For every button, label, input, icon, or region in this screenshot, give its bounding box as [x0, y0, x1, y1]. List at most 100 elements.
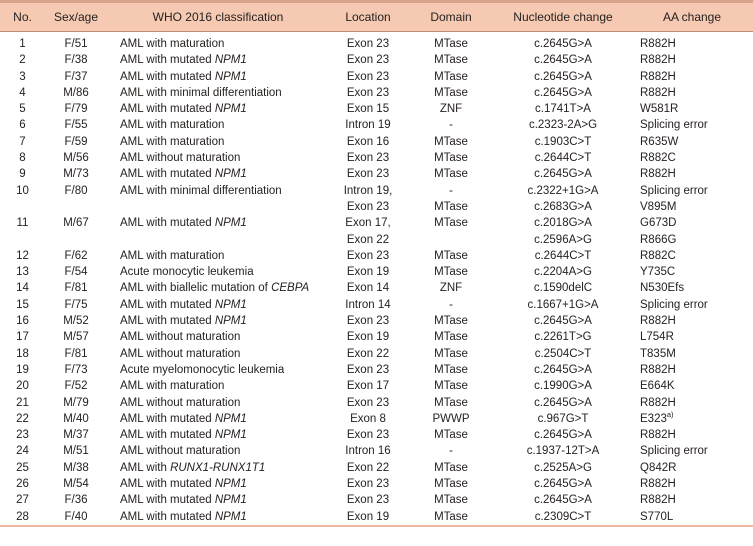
cell-sex-age: F/80	[64, 184, 88, 197]
cell-aa-change: R882H	[640, 315, 676, 328]
cell-sex-age: F/75	[64, 298, 88, 311]
cell-sex-age: F/40	[64, 510, 88, 523]
cell-aa-change: Y735C	[640, 266, 676, 279]
cell-aa-change: R882H	[640, 86, 676, 99]
cell-sex-age: F/62	[64, 249, 88, 262]
cell-who-classification: Acute monocytic leukemia	[120, 266, 254, 279]
cell-location: Exon 23	[346, 429, 390, 442]
cell-sex-age: F/52	[64, 380, 88, 393]
cell-location: Exon 17, Exon 22	[345, 217, 391, 246]
cell-sex-age: M/67	[63, 217, 89, 230]
cell-who-classification: AML with mutated NPM1	[120, 103, 247, 116]
cell-location: Exon 23	[346, 86, 390, 99]
cell-who-classification: AML with RUNX1-RUNX1T1	[120, 461, 266, 474]
cell-no: 12	[16, 249, 29, 262]
table-row: 19 F/73 Acute myelomonocytic leukemia Exon …	[0, 362, 753, 378]
cell-no: 5	[19, 103, 26, 116]
table-row: 12 F/62 AML with maturation Exon 23 MTase c.2…	[0, 248, 753, 264]
cell-aa-change: Q842R	[640, 461, 677, 474]
col-header-nucleotide-change: Nucleotide change	[495, 1, 631, 32]
gene-name: NPM1	[214, 70, 247, 83]
cell-domain: MTase	[434, 331, 468, 344]
table-row: 15 F/75 AML with mutated NPM1 Intron 14 - c.1…	[0, 297, 753, 313]
footnote-marker: a)	[666, 410, 674, 419]
cell-no: 14	[16, 282, 29, 295]
cell-no: 22	[16, 412, 29, 425]
table-row: 4 M/86 AML with minimal differentiation Exo…	[0, 85, 753, 101]
gene-name: NPM1	[214, 54, 247, 67]
cell-domain: ZNF	[439, 282, 463, 295]
cell-who-classification: AML with mutated NPM1	[120, 168, 247, 181]
table-row: 17 M/57 AML without maturation Exon 19 MTase…	[0, 329, 753, 345]
table-row: 18 F/81 AML without maturation Exon 22 MTase…	[0, 346, 753, 362]
table-row: 5 F/79 AML with mutated NPM1 Exon 15 ZNF c.17…	[0, 101, 753, 117]
cell-nucleotide-change: c.1590delC	[533, 282, 593, 295]
cell-no: 19	[16, 363, 29, 376]
cell-who-classification: AML with minimal differentiation	[120, 184, 282, 197]
cell-aa-change: E323a)	[640, 410, 674, 425]
cell-sex-age: F/38	[64, 54, 88, 67]
cell-domain: MTase	[434, 429, 468, 442]
cell-sex-age: M/57	[63, 331, 89, 344]
cell-who-classification: AML with mutated NPM1	[120, 429, 247, 442]
cell-location: Exon 23	[346, 70, 390, 83]
cell-aa-change: R882H	[640, 478, 676, 491]
cell-nucleotide-change: c.2645G>A	[534, 494, 592, 507]
cell-location: Exon 19	[346, 331, 390, 344]
cell-no: 11	[16, 217, 29, 230]
gene-name: NPM1	[214, 168, 247, 181]
cell-domain: MTase	[434, 510, 468, 523]
table-row: 28 F/40 AML with mutated NPM1 Exon 19 MTase c…	[0, 509, 753, 526]
table-row: 25 M/38 AML with RUNX1-RUNX1T1 Exon 22 MTase…	[0, 460, 753, 476]
table-row: 26 M/54 AML with mutated NPM1 Exon 23 MTase c…	[0, 476, 753, 492]
cell-no: 17	[16, 331, 29, 344]
cell-who-classification: Acute myelomonocytic leukemia	[120, 363, 285, 376]
cell-no: 18	[16, 347, 29, 360]
cell-domain: MTase	[434, 494, 468, 507]
cell-domain: MTase	[434, 54, 468, 67]
cell-domain: MTase	[434, 38, 468, 50]
table-row: 13 F/54 Acute monocytic leukemia Exon 19 MTa…	[0, 264, 753, 280]
cell-aa-change: Splicing error V895M	[640, 184, 708, 213]
cell-no: 26	[16, 478, 29, 491]
cell-sex-age: F/81	[64, 347, 88, 360]
cell-domain: MTase	[434, 70, 468, 83]
cell-location: Exon 23	[346, 152, 390, 165]
cell-nucleotide-change: c.967G>T	[537, 412, 589, 425]
cell-domain: MTase	[434, 478, 468, 491]
table-row: 20 F/52 AML with maturation Exon 17 MTase c.1…	[0, 378, 753, 394]
cell-location: Exon 23	[346, 54, 390, 67]
cell-location: Exon 23	[346, 315, 390, 328]
gene-name: NPM1	[214, 217, 247, 230]
col-header-aa-change: AA change	[631, 1, 753, 32]
col-header-location: Location	[329, 1, 407, 32]
table-row: 8 M/56 AML without maturation Exon 23 MTase c…	[0, 150, 753, 166]
cell-domain: -	[449, 119, 453, 132]
cell-nucleotide-change: c.2261T>G	[534, 331, 592, 344]
cell-aa-change: Splicing error	[640, 119, 708, 132]
cell-location: Intron 16	[345, 445, 391, 458]
cell-location: Intron 19, Exon 23	[343, 184, 393, 213]
cell-aa-change: R882H	[640, 396, 676, 409]
table-row: 23 M/37 AML with mutated NPM1 Exon 23 MTase c…	[0, 427, 753, 443]
gene-name: NPM1	[214, 494, 247, 507]
cell-nucleotide-change: c.2645G>A	[534, 396, 592, 409]
cell-nucleotide-change: c.2018G>A c.2596A>G	[534, 217, 592, 246]
cell-no: 2	[19, 54, 26, 67]
table-header: No. Sex/age WHO 2016 classification Loca…	[0, 1, 753, 32]
cell-location: Exon 23	[346, 478, 390, 491]
cell-nucleotide-change: c.1937-12T>A	[526, 445, 600, 458]
cell-nucleotide-change: c.2644C>T	[534, 249, 592, 262]
cell-domain: ZNF	[439, 103, 463, 116]
cell-who-classification: AML with maturation	[120, 249, 225, 262]
cell-who-classification: AML with maturation	[120, 380, 225, 393]
cell-location: Exon 17	[346, 380, 390, 393]
cell-aa-change: R882H	[640, 429, 676, 442]
cell-aa-change: N530Efs	[640, 282, 685, 295]
cell-no: 13	[16, 266, 29, 279]
cell-nucleotide-change: c.2504C>T	[534, 347, 592, 360]
cell-aa-change: Splicing error	[640, 445, 708, 458]
cell-who-classification: AML with mutated NPM1	[120, 494, 247, 507]
cell-location: Exon 23	[346, 363, 390, 376]
gene-name: NPM1	[214, 429, 247, 442]
